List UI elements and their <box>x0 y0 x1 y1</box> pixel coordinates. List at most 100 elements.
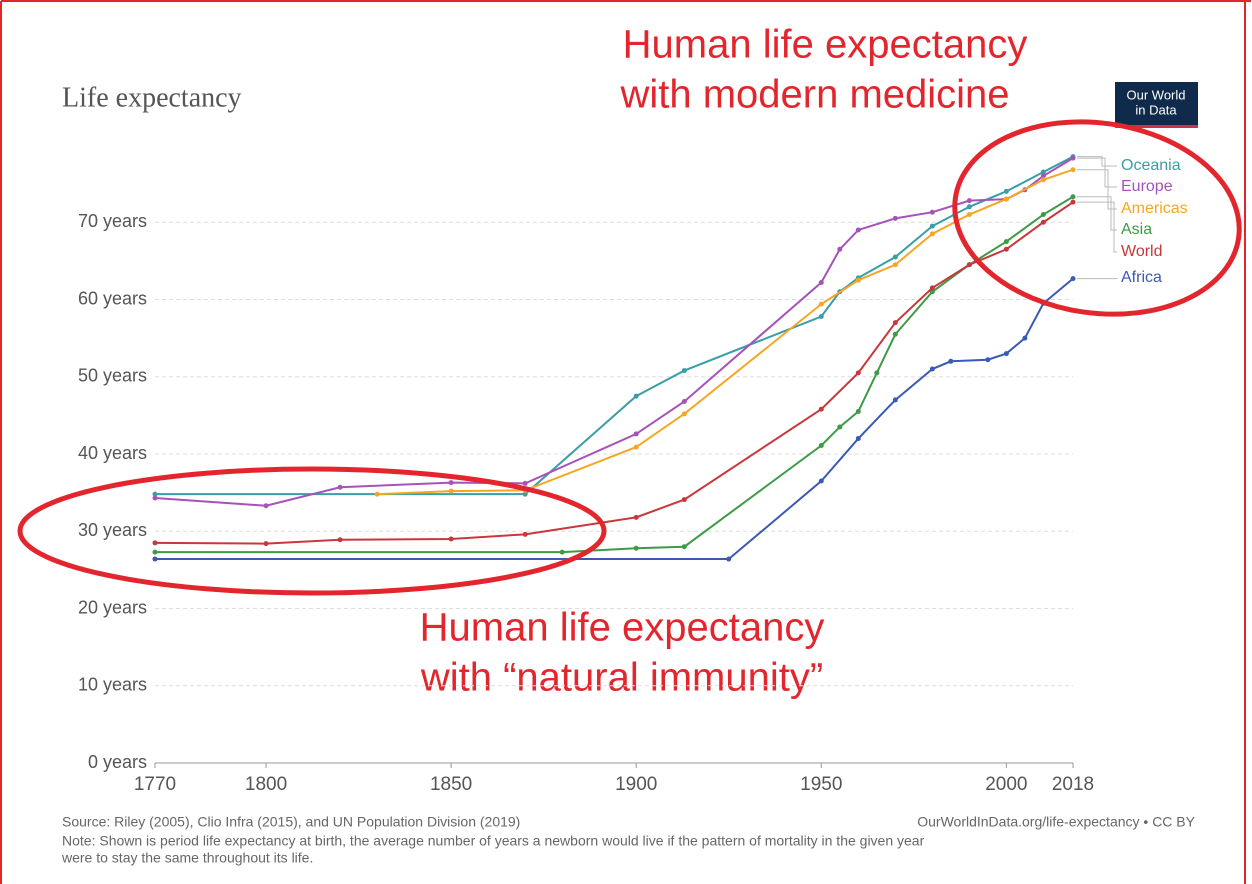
data-point <box>522 531 528 537</box>
data-point <box>152 491 158 497</box>
data-point <box>892 254 898 260</box>
data-point <box>837 424 843 430</box>
y-tick-label: 30 years <box>78 520 147 540</box>
data-point <box>1003 246 1009 252</box>
data-point <box>1022 335 1028 341</box>
data-point <box>448 488 454 494</box>
data-point <box>966 198 972 204</box>
data-point <box>633 444 639 450</box>
data-point <box>966 262 972 268</box>
data-point <box>1003 351 1009 357</box>
data-point <box>681 368 687 374</box>
legend-label: Europe <box>1121 178 1173 195</box>
data-point <box>1040 173 1046 179</box>
legend-label: Asia <box>1121 221 1152 238</box>
data-point <box>681 497 687 503</box>
data-point <box>929 231 935 237</box>
data-point <box>892 320 898 326</box>
data-point <box>1040 219 1046 225</box>
data-point <box>681 544 687 550</box>
data-point <box>1070 194 1076 200</box>
legend-label: Oceania <box>1121 157 1181 174</box>
x-tick-label: 2000 <box>985 774 1027 795</box>
legend-connector <box>1077 169 1117 210</box>
data-point <box>337 537 343 543</box>
logo-bar <box>1115 125 1198 128</box>
data-point <box>337 484 343 490</box>
data-point <box>892 215 898 221</box>
data-point <box>818 301 824 307</box>
source: Source: Riley (2005), Clio Infra (2015),… <box>62 814 520 830</box>
series-line <box>377 168 1074 496</box>
annotation: with modern medicine <box>619 73 1009 117</box>
note: Note: Shown is period life expectancy at… <box>62 833 925 849</box>
data-point <box>892 331 898 337</box>
highlight-ellipse <box>17 466 607 596</box>
annotation: Human life expectancy <box>623 23 1028 67</box>
data-point <box>818 478 824 484</box>
data-point <box>633 431 639 437</box>
data-point <box>448 536 454 542</box>
data-point <box>948 358 954 364</box>
data-point <box>874 370 880 376</box>
series-line <box>154 201 1074 545</box>
data-point <box>985 357 991 363</box>
data-point <box>855 227 861 233</box>
data-point <box>152 549 158 555</box>
data-point <box>1040 169 1046 175</box>
x-tick-label: 2018 <box>1052 774 1094 795</box>
data-point <box>855 409 861 415</box>
data-point <box>1003 196 1009 202</box>
data-point <box>966 212 972 218</box>
data-point <box>681 411 687 417</box>
data-point <box>1070 167 1076 173</box>
legend-label: Africa <box>1121 269 1162 286</box>
x-tick-label: 1850 <box>430 774 472 795</box>
data-point <box>448 480 454 486</box>
y-tick-label: 50 years <box>78 366 147 386</box>
y-tick-label: 10 years <box>78 675 147 695</box>
y-tick-label: 0 years <box>88 752 147 772</box>
y-tick-label: 40 years <box>78 443 147 463</box>
data-point <box>263 503 269 509</box>
data-point <box>818 280 824 286</box>
data-point <box>726 556 732 562</box>
x-tick-label: 1900 <box>615 774 657 795</box>
data-point <box>1070 199 1076 205</box>
data-point <box>855 370 861 376</box>
data-point <box>929 366 935 372</box>
data-point <box>818 406 824 412</box>
x-tick-label: 1770 <box>134 774 176 795</box>
data-point <box>929 289 935 295</box>
data-point <box>966 204 972 210</box>
data-point <box>152 540 158 546</box>
legend-label: Americas <box>1121 200 1188 217</box>
plot: 0 years 10 years 20 years 30 years 40 years 5… <box>78 154 1188 795</box>
data-point <box>374 491 380 497</box>
data-point <box>1070 276 1076 282</box>
data-point <box>855 436 861 442</box>
series-line <box>155 195 1074 554</box>
data-point <box>522 491 528 497</box>
chart-title: Life expectancy <box>62 82 242 113</box>
data-point <box>1003 239 1009 245</box>
logo <box>1115 82 1198 128</box>
data-point <box>818 313 824 319</box>
legend-connector <box>1077 157 1117 188</box>
data-point <box>152 495 158 501</box>
data-point <box>892 262 898 268</box>
data-point <box>1040 212 1046 218</box>
data-point <box>837 246 843 252</box>
data-point <box>929 209 935 215</box>
data-point <box>1003 188 1009 194</box>
y-tick-label: 60 years <box>78 288 147 308</box>
series-line <box>155 277 1074 561</box>
credit: OurWorldInData.org/life-expectancy • CC … <box>917 814 1195 830</box>
data-point <box>929 223 935 229</box>
data-point <box>263 541 269 547</box>
data-point <box>152 556 158 562</box>
legend-connector <box>1077 201 1117 253</box>
x-tick-label: 1950 <box>800 774 842 795</box>
y-tick-label: 20 years <box>78 597 147 617</box>
